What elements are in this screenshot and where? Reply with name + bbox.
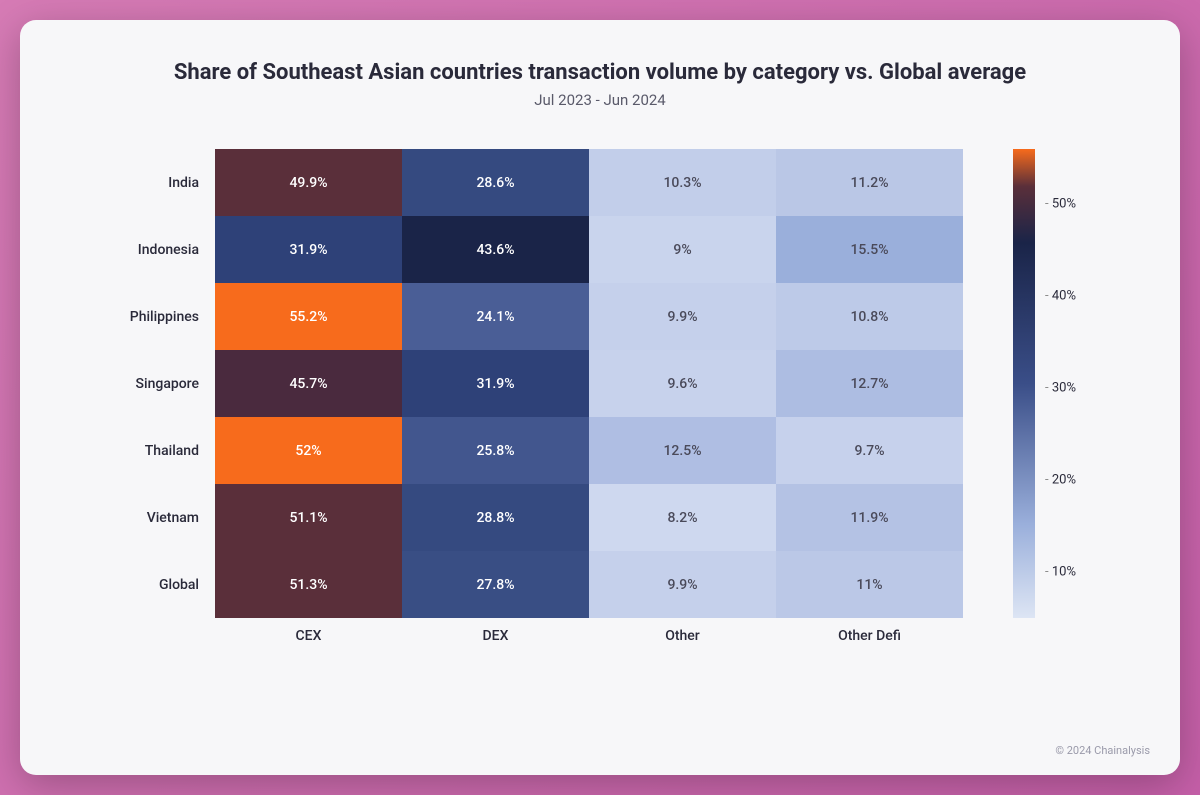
heatmap-cell: 9% [589,216,776,283]
heatmap-cell: 51.3% [215,551,402,618]
row-label: Global [105,551,215,618]
heatmap-cell: 15.5% [776,216,963,283]
row-label: India [105,149,215,216]
heatmap-cell: 27.8% [402,551,589,618]
heatmap-cell: 45.7% [215,350,402,417]
colorbar: 50% 40% 30% 20% 10% [1013,149,1095,618]
col-label: Other [589,618,776,658]
chart-card: Share of Southeast Asian countries trans… [20,20,1180,775]
heatmap-cell: 8.2% [589,484,776,551]
col-label: DEX [402,618,589,658]
colorbar-tick: 20% [1045,473,1076,488]
row-label: Indonesia [105,216,215,283]
heatmap-cell: 10.8% [776,283,963,350]
chart-subtitle: Jul 2023 - Jun 2024 [70,91,1130,109]
heatmap-cell: 25.8% [402,417,589,484]
colorbar-gradient [1013,149,1035,618]
heatmap-cell: 28.8% [402,484,589,551]
heatmap-cell: 9.9% [589,551,776,618]
heatmap-cell: 9.6% [589,350,776,417]
heatmap-cell: 11% [776,551,963,618]
heatmap-cell: 11.9% [776,484,963,551]
row-label: Singapore [105,350,215,417]
colorbar-tick: 10% [1045,565,1076,580]
grid-corner [105,618,215,658]
heatmap-cell: 31.9% [402,350,589,417]
row-label: Vietnam [105,484,215,551]
heatmap-cell: 24.1% [402,283,589,350]
heatmap-cell: 43.6% [402,216,589,283]
heatmap-cell: 49.9% [215,149,402,216]
colorbar-tick: 40% [1045,289,1076,304]
colorbar-tick: 30% [1045,381,1076,396]
col-label: CEX [215,618,402,658]
colorbar-tick: 50% [1045,197,1076,212]
heatmap-cell: 12.5% [589,417,776,484]
row-label: Thailand [105,417,215,484]
copyright-label: © 2024 Chainalysis [1055,744,1150,757]
heatmap-cell: 31.9% [215,216,402,283]
chart-title: Share of Southeast Asian countries trans… [70,60,1130,85]
heatmap-cell: 9.7% [776,417,963,484]
heatmap-cell: 28.6% [402,149,589,216]
heatmap-cell: 10.3% [589,149,776,216]
col-label: Other Defi [776,618,963,658]
heatmap-cell: 55.2% [215,283,402,350]
heatmap-grid: India49.9%28.6%10.3%11.2%Indonesia31.9%4… [105,149,963,658]
row-label: Philippines [105,283,215,350]
heatmap-cell: 52% [215,417,402,484]
heatmap-cell: 9.9% [589,283,776,350]
colorbar-ticks: 50% 40% 30% 20% 10% [1045,149,1095,618]
heatmap-area: India49.9%28.6%10.3%11.2%Indonesia31.9%4… [70,149,1130,658]
heatmap-cell: 51.1% [215,484,402,551]
heatmap-cell: 11.2% [776,149,963,216]
heatmap-cell: 12.7% [776,350,963,417]
